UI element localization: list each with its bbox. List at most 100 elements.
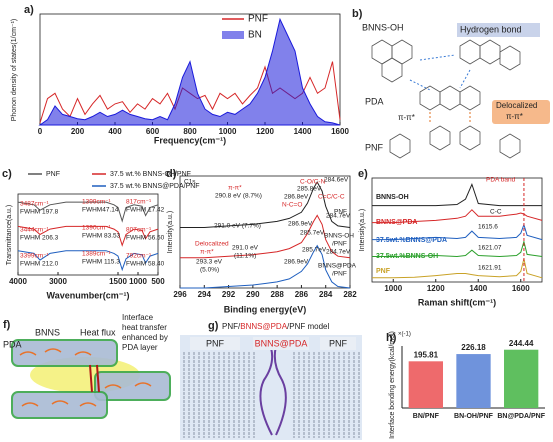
annotation: PNF [334, 209, 347, 216]
annotation: C=C/C-C [318, 194, 345, 201]
x-tick-label: 200 [71, 127, 85, 136]
annotation: 1615.6 [478, 224, 498, 231]
x-tick-label: 1600 [331, 127, 349, 136]
line [180, 244, 351, 289]
x-tick-label: 292 [222, 290, 236, 299]
annotation: FWHM 212.0 [20, 261, 59, 268]
annotation: 1399cm⁻¹ [82, 199, 112, 206]
line [17, 250, 159, 272]
annotation: FWHM 197.8 [20, 209, 59, 216]
label: PDA layer [122, 343, 158, 352]
x-tick-label: 800 [183, 127, 197, 136]
legend-label: 37.5wt.%BNNS@PDA [376, 237, 447, 244]
y-axis-label: Phonon density of states(1/cm⁻¹) [11, 19, 18, 122]
line [17, 225, 159, 247]
panel-g: g) PNF/BNNS@PDA/PNF model PNF BNNS@PDA P… [180, 320, 362, 440]
legend-label: BN [248, 30, 262, 41]
x-tick-label: BN@PDA/PNF [497, 413, 545, 420]
annotation: PDA band [486, 177, 516, 184]
annotation: 1390cm⁻¹ [82, 225, 112, 232]
x-tick-label: 290 [246, 290, 260, 299]
line [180, 181, 351, 228]
x-tick-label: 400 [108, 127, 122, 136]
annotation: 807cm⁻¹ [126, 227, 152, 234]
annotation: 286.9eV [288, 221, 313, 228]
legend-label: 37.5 wt.% BNNS@PDA/PNF [110, 183, 200, 190]
label: BNNS [35, 327, 60, 337]
annotation: 3399cm⁻¹ [20, 253, 50, 260]
annotation: 817cm⁻¹ [126, 199, 152, 206]
title-part: PNF/ [222, 322, 241, 331]
panel-f: f) BNNS Heat flux PDA Interface heat tra… [3, 313, 171, 419]
legend-label: 37.5 wt.% BNNS-OH/PNF [110, 171, 191, 178]
annotation: π-π* [228, 185, 242, 192]
x-tick-label: 0 [38, 127, 43, 136]
annotation: BNNS-OH [324, 233, 354, 240]
legend-swatch [222, 31, 244, 39]
legend-label: PNF [376, 268, 391, 275]
annotation: BNNS@PDA [318, 263, 357, 270]
label: PDA [3, 339, 22, 349]
label: π-π* [506, 112, 523, 121]
plot-frame [179, 175, 351, 289]
annotation: 285.7eV [302, 247, 327, 254]
label: PNF [365, 142, 384, 152]
x-tick-label: 1200 [427, 284, 445, 293]
x-tick-label: 500 [151, 277, 165, 286]
x-tick-label: 296 [173, 290, 187, 299]
line [180, 214, 351, 259]
x-tick-label: 1200 [256, 127, 274, 136]
label: BNNS-OH [362, 22, 404, 32]
annotation: 291.0 eV [232, 245, 259, 252]
label: Delocalized [496, 101, 537, 110]
x-tick-label: 284 [319, 290, 333, 299]
value-label: 226.18 [461, 343, 486, 352]
plot-frame [371, 177, 543, 283]
panel-b: b) BNNS-OH Hydrogen bond PDA PNF π-π* De… [352, 8, 550, 159]
x-tick-label: 1000 [219, 127, 237, 136]
annotation: 286.8eV [284, 194, 309, 201]
x-tick-label: 1400 [469, 284, 487, 293]
legend-label: PNF [46, 171, 60, 178]
title-part: /PNF model [287, 322, 329, 331]
panel-label: b) [352, 8, 363, 20]
legend-label: BNNS-OH [376, 194, 409, 201]
x-tick-label: BN-OH/PNF [454, 413, 494, 420]
title: PNF/BNNS@PDA/PNF model [222, 322, 329, 331]
x-axis-label: Frequency(cm⁻¹) [154, 135, 226, 145]
annotation: /PNF [332, 271, 347, 278]
line [372, 258, 543, 279]
label-box [492, 100, 550, 124]
y-axis-note: ×(-1) [398, 332, 411, 338]
y-axis-label: Transmittance(a.u.) [6, 205, 13, 265]
annotation: 291.0 eV (7.7%) [214, 223, 261, 230]
x-tick-label: 1000 [384, 284, 402, 293]
annotation: 285.7eV [300, 230, 325, 237]
line [372, 209, 543, 224]
x-tick-label: 600 [146, 127, 160, 136]
region-label: BNNS@PDA [255, 338, 308, 348]
legend-label: PNF [248, 14, 268, 25]
x-tick-label: 4000 [9, 277, 27, 286]
region-label: PNF [206, 338, 225, 348]
panel-label: h) [386, 332, 397, 344]
label: Hydrogen bond [460, 24, 522, 34]
label: Heat flux [80, 327, 116, 337]
annotation: C1s [184, 179, 196, 186]
label: PDA [365, 96, 384, 106]
x-tick-label: 294 [198, 290, 212, 299]
bar [504, 349, 539, 408]
x-tick-label: 1600 [512, 284, 530, 293]
panel-label: f) [3, 319, 11, 331]
annotation: 293.3 eV [196, 259, 223, 266]
line [372, 239, 543, 258]
annotation: C-C [490, 209, 502, 216]
y-axis-label: Intensity(a.u.) [167, 211, 174, 253]
x-tick-label: 282 [343, 290, 357, 299]
annotation: π-π* [200, 249, 214, 256]
annotation: 284.6eV [324, 177, 349, 184]
label: enhanced by [122, 333, 168, 342]
label: π-π* [398, 113, 415, 122]
bar [456, 354, 491, 408]
